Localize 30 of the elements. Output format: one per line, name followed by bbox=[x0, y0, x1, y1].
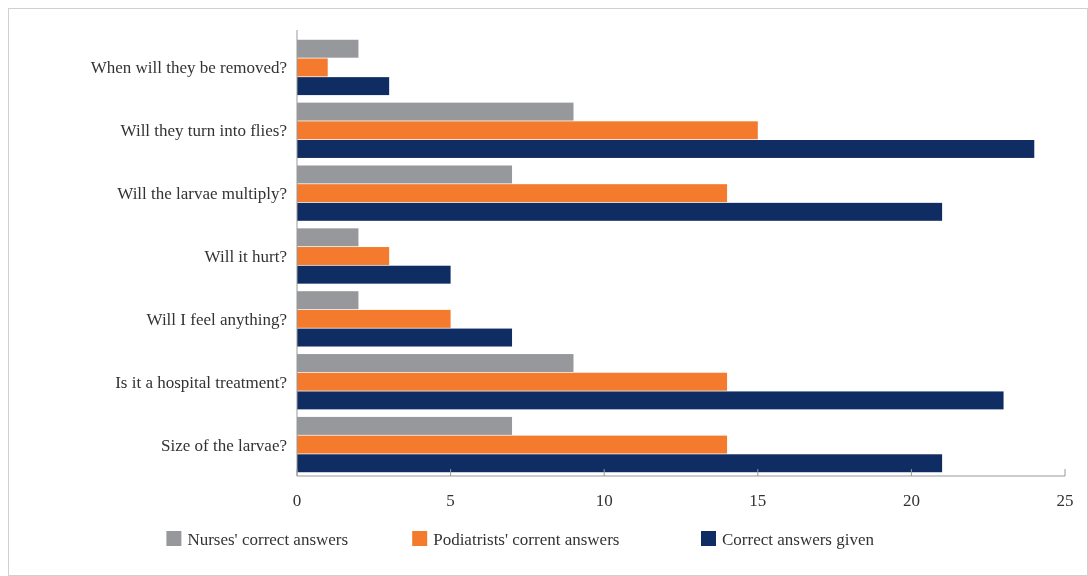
x-tick-label: 20 bbox=[902, 491, 920, 510]
bar bbox=[297, 309, 451, 328]
bar bbox=[297, 247, 390, 265]
y-tick-label: Is it a hospital treatment? bbox=[115, 372, 287, 392]
x-tick-label: 15 bbox=[749, 491, 767, 510]
bar bbox=[297, 202, 943, 221]
x-tick-label: 0 bbox=[292, 491, 302, 510]
y-tick-label: Will they turn into flies? bbox=[120, 121, 287, 141]
bar bbox=[297, 454, 943, 473]
x-tick-label: 5 bbox=[446, 491, 455, 510]
x-tick-label: 10 bbox=[595, 491, 613, 510]
bar bbox=[297, 435, 728, 454]
legend-label: Podiatrists' corrent answers bbox=[433, 530, 620, 549]
y-tick-label: Will it hurt? bbox=[204, 247, 287, 266]
bar bbox=[297, 77, 390, 96]
legend-label: Nurses' correct answers bbox=[187, 530, 349, 549]
bar bbox=[297, 140, 1035, 158]
bar bbox=[297, 391, 1004, 410]
bar bbox=[297, 265, 451, 284]
x-tick-label: 25 bbox=[1056, 491, 1074, 510]
y-tick-label: When will they be removed? bbox=[90, 58, 287, 78]
y-tick-label: Will the larvae multiply? bbox=[117, 184, 287, 204]
bar bbox=[297, 58, 328, 77]
bar bbox=[297, 184, 728, 203]
y-tick-label: Size of the larvae? bbox=[160, 435, 287, 455]
bar bbox=[297, 372, 728, 391]
legend-label: Correct answers given bbox=[722, 530, 875, 549]
bar bbox=[297, 328, 513, 347]
bar bbox=[297, 121, 758, 140]
y-tick-label: Will I feel anything? bbox=[146, 309, 287, 329]
